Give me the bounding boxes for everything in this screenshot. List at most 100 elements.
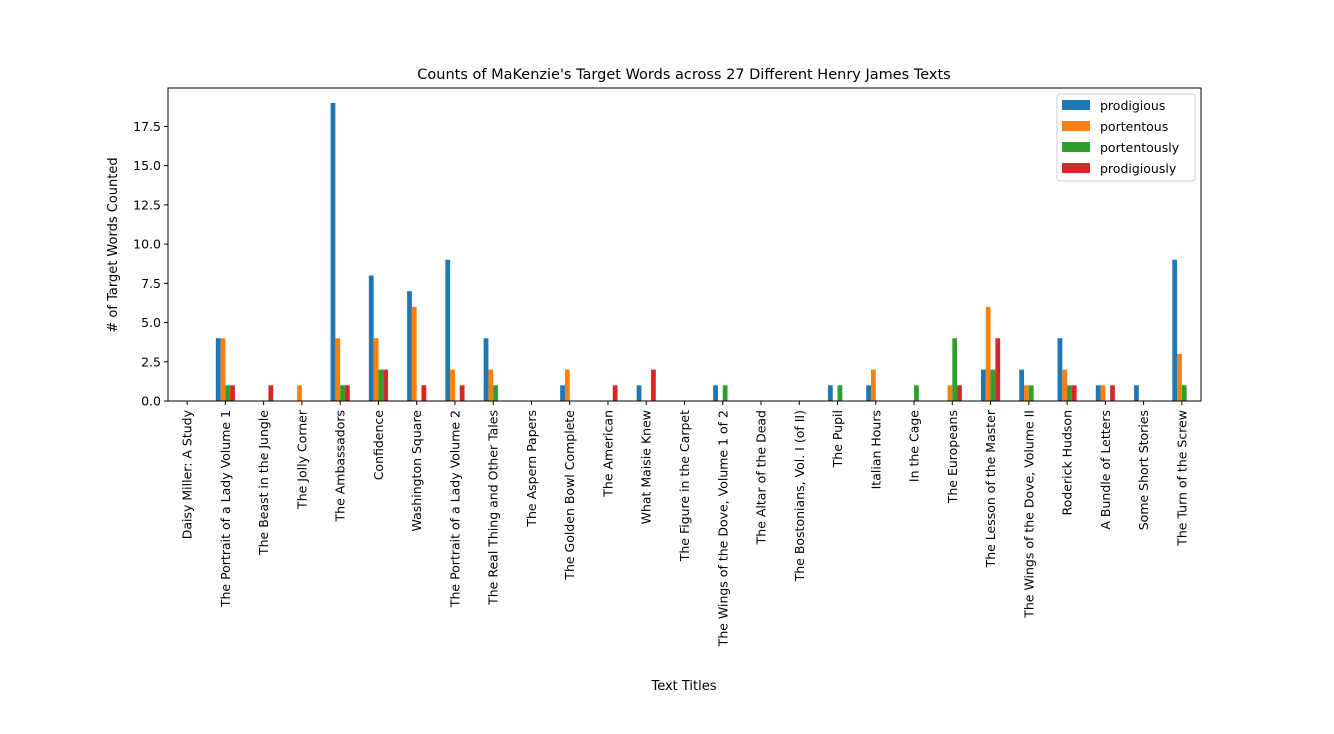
bar-prodigious-18	[866, 385, 872, 401]
bar-prodigiously-2	[268, 385, 274, 401]
x-tick-label: Confidence	[371, 410, 386, 481]
bar-prodigious-23	[1057, 338, 1063, 401]
bar-prodigiously-4	[344, 385, 350, 401]
bar-prodigiously-1	[230, 385, 235, 401]
bar-portentously-19	[914, 385, 919, 401]
x-tick-label: Some Short Stories	[1136, 410, 1151, 530]
x-tick-label: The Aspern Papers	[524, 410, 539, 528]
x-tick-label: What Maisie Knew	[639, 410, 654, 524]
bar-prodigiously-6	[421, 385, 427, 401]
x-tick-label: The Beast in the Jungle	[256, 410, 271, 556]
y-tick-label: 12.5	[133, 197, 161, 212]
x-tick-label: The Jolly Corner	[294, 409, 309, 510]
bar-prodigious-22	[1019, 369, 1025, 401]
legend: prodigious portentous portentously prodigio…	[1056, 93, 1196, 182]
legend-swatch-portentously	[1062, 142, 1090, 152]
bar-prodigious-12	[636, 385, 642, 401]
x-tick-label: The Portrait of a Lady Volume 1	[218, 410, 233, 608]
x-tick-label: The Bostonians, Vol. I (of II)	[792, 410, 807, 582]
bar-portentously-22	[1028, 385, 1034, 401]
y-axis-label: # of Target Words Counted	[106, 157, 121, 332]
bar-portentous-22	[1024, 385, 1029, 401]
bar-prodigiously-23	[1071, 385, 1077, 401]
y-tick-label: 2.5	[141, 354, 161, 369]
bar-portentously-21	[990, 369, 996, 401]
bar-portentous-6	[411, 306, 417, 401]
y-tick-label: 0.0	[141, 394, 161, 409]
legend-label-portentous: portentous	[1100, 119, 1168, 134]
bar-prodigiously-20	[957, 385, 962, 401]
bar-prodigious-6	[407, 291, 412, 401]
x-tick-label: The Ambassadors	[333, 410, 348, 522]
bar-prodigious-21	[981, 369, 986, 401]
bar-portentously-23	[1067, 385, 1072, 401]
legend-label-portentously: portentously	[1100, 140, 1180, 155]
x-tick-label: The Pupil	[830, 410, 845, 468]
bar-portentously-17	[837, 385, 843, 401]
x-tick-label: The Real Thing and Other Tales	[486, 410, 501, 606]
x-tick-label: The American	[600, 410, 615, 498]
y-tick-label: 10.0	[133, 237, 161, 252]
bar-prodigiously-7	[459, 385, 465, 401]
legend-label-prodigious: prodigious	[1100, 98, 1165, 113]
bar-prodigious-26	[1172, 259, 1178, 401]
bar-portentously-4	[340, 385, 345, 401]
bar-prodigious-25	[1134, 385, 1139, 401]
y-tick-label: 5.0	[141, 315, 161, 330]
x-tick-label: Roderick Hudson	[1060, 410, 1075, 515]
x-tick-label: The Lesson of the Master	[983, 409, 998, 568]
bar-portentously-1	[225, 385, 231, 401]
x-tick-label: The Wings of the Dove, Volume II	[1021, 410, 1036, 619]
x-tick-label: A Bundle of Letters	[1098, 410, 1113, 530]
x-tick-label: The Altar of the Dead	[754, 410, 769, 545]
bar-prodigious-24	[1095, 385, 1101, 401]
bar-portentously-8	[493, 385, 498, 401]
bar-prodigiously-21	[995, 338, 1001, 401]
x-tick-label: The Europeans	[945, 410, 960, 504]
bar-portentously-5	[378, 369, 384, 401]
y-tick-label: 17.5	[133, 119, 161, 134]
bar-prodigiously-24	[1110, 385, 1115, 401]
y-tick-label: 7.5	[141, 276, 161, 291]
bar-portentous-21	[985, 306, 991, 401]
bar-prodigiously-12	[651, 369, 656, 401]
bar-prodigious-4	[330, 102, 336, 402]
x-tick-label: Daisy Miller: A Study	[180, 409, 195, 539]
bar-portentous-10	[564, 369, 570, 401]
plot-area-frame	[167, 87, 1202, 402]
bars-group	[215, 102, 1187, 402]
bar-portentous-20	[947, 385, 953, 401]
x-tick-label: The Wings of the Dove, Volume 1 of 2	[715, 410, 730, 647]
bar-prodigious-10	[560, 385, 565, 401]
bar-prodigious-7	[445, 259, 451, 401]
bar-portentously-26	[1181, 385, 1187, 401]
bar-prodigiously-5	[383, 369, 388, 401]
bar-portentous-7	[450, 369, 455, 401]
x-tick-label: The Portrait of a Lady Volume 2	[447, 410, 462, 608]
x-tick-label: Washington Square	[409, 410, 424, 532]
bar-portentous-26	[1177, 353, 1182, 401]
x-axis-ticks: Daisy Miller: A Study The Portrait of a L…	[180, 401, 1189, 647]
bar-prodigious-1	[215, 338, 221, 401]
bar-portentous-24	[1100, 385, 1106, 401]
bar-prodigious-5	[368, 275, 374, 401]
x-tick-label: The Turn of the Screw	[1174, 410, 1189, 547]
x-tick-label: Italian Hours	[868, 410, 883, 489]
bar-prodigiously-11	[612, 385, 618, 401]
bar-portentous-5	[373, 338, 379, 401]
bar-portentously-14	[722, 385, 728, 401]
x-tick-label: The Golden Bowl Complete	[562, 410, 577, 581]
y-axis-ticks: 0.0 2.5 5.0 7.5 10.0 12.5 15.0 17.5	[133, 119, 168, 409]
bar-prodigious-14	[713, 385, 718, 401]
bar-portentous-1	[220, 338, 226, 401]
y-tick-label: 15.0	[133, 158, 161, 173]
bar-portentous-23	[1062, 369, 1068, 401]
bar-prodigious-8	[483, 338, 489, 401]
bar-portentous-8	[488, 369, 494, 401]
bar-portentously-20	[952, 338, 958, 401]
x-axis-label: Text Titles	[650, 679, 716, 694]
legend-swatch-portentous	[1062, 121, 1090, 131]
legend-label-prodigiously: prodigiously	[1100, 161, 1177, 176]
